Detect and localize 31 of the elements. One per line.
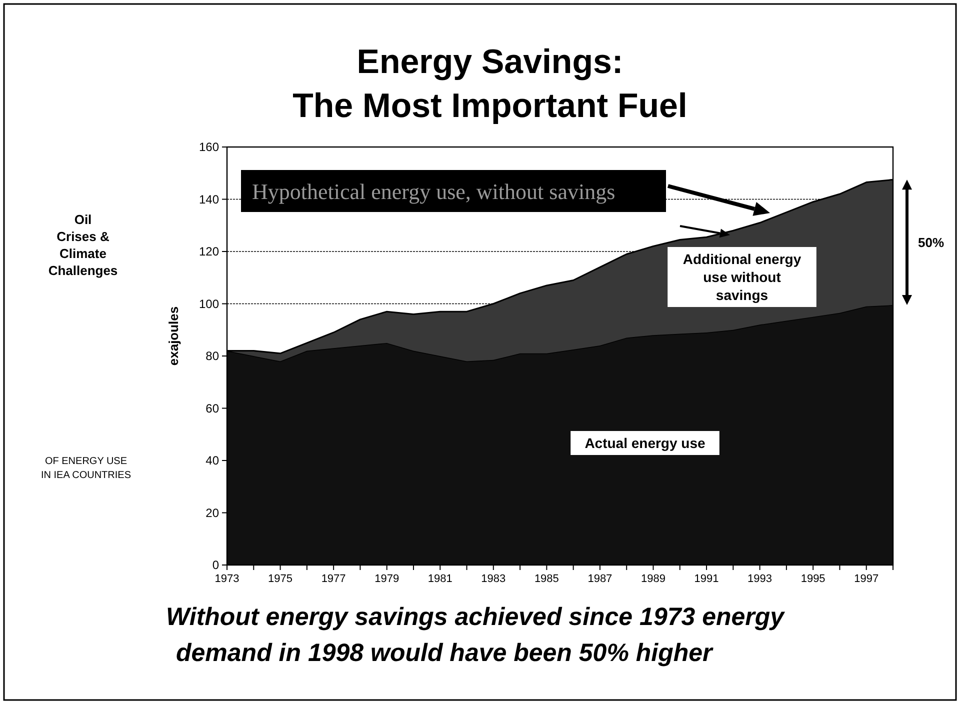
x-tick-label: 1993 xyxy=(748,573,772,585)
x-tick-label: 1991 xyxy=(694,573,719,585)
y-tick-label: 0 xyxy=(212,558,220,572)
x-tick-label: 1973 xyxy=(214,573,240,585)
y-tick-label: 20 xyxy=(206,506,220,520)
x-tick-label: 1979 xyxy=(374,573,400,585)
y-tick-label: 120 xyxy=(198,244,220,258)
y-tick-label: 40 xyxy=(206,454,220,468)
chart-title: Energy Savings: The Most Important Fuel xyxy=(292,43,688,125)
y-tick-label: 80 xyxy=(206,349,220,363)
y-axis-title: exajoules xyxy=(166,306,181,366)
text: 50% xyxy=(918,235,944,250)
x-tick-label: 1987 xyxy=(588,573,612,585)
text: OF ENERGY USE IN IEA COUNTRIES xyxy=(40,456,132,481)
series-label: Actual energy use xyxy=(584,435,706,451)
text: Without energy savings achieved since 1973 energy demand in 1998 would have been 50% higher xyxy=(166,603,786,667)
y-tick-label: 60 xyxy=(206,401,220,416)
y-tick-label: 140 xyxy=(198,192,220,206)
x-tick-label: 1985 xyxy=(534,573,559,585)
annotation: Hypothetical energy use, without savings xyxy=(252,179,616,204)
x-tick-label: 1995 xyxy=(800,573,826,585)
x-tick-label: 1977 xyxy=(321,573,346,585)
legend-label: Additional energy use without savings xyxy=(682,251,802,303)
x-tick-label: 1975 xyxy=(268,573,293,585)
x-tick-label: 1997 xyxy=(854,573,879,585)
x-tick-label: 1989 xyxy=(641,573,666,585)
y-tick-label: 100 xyxy=(198,296,220,311)
y-tick-label: 160 xyxy=(198,140,220,154)
x-tick-label: 1981 xyxy=(428,573,452,585)
text: Oil Crises & Climate Challenges xyxy=(48,212,118,278)
x-tick-label: 1983 xyxy=(481,573,506,585)
